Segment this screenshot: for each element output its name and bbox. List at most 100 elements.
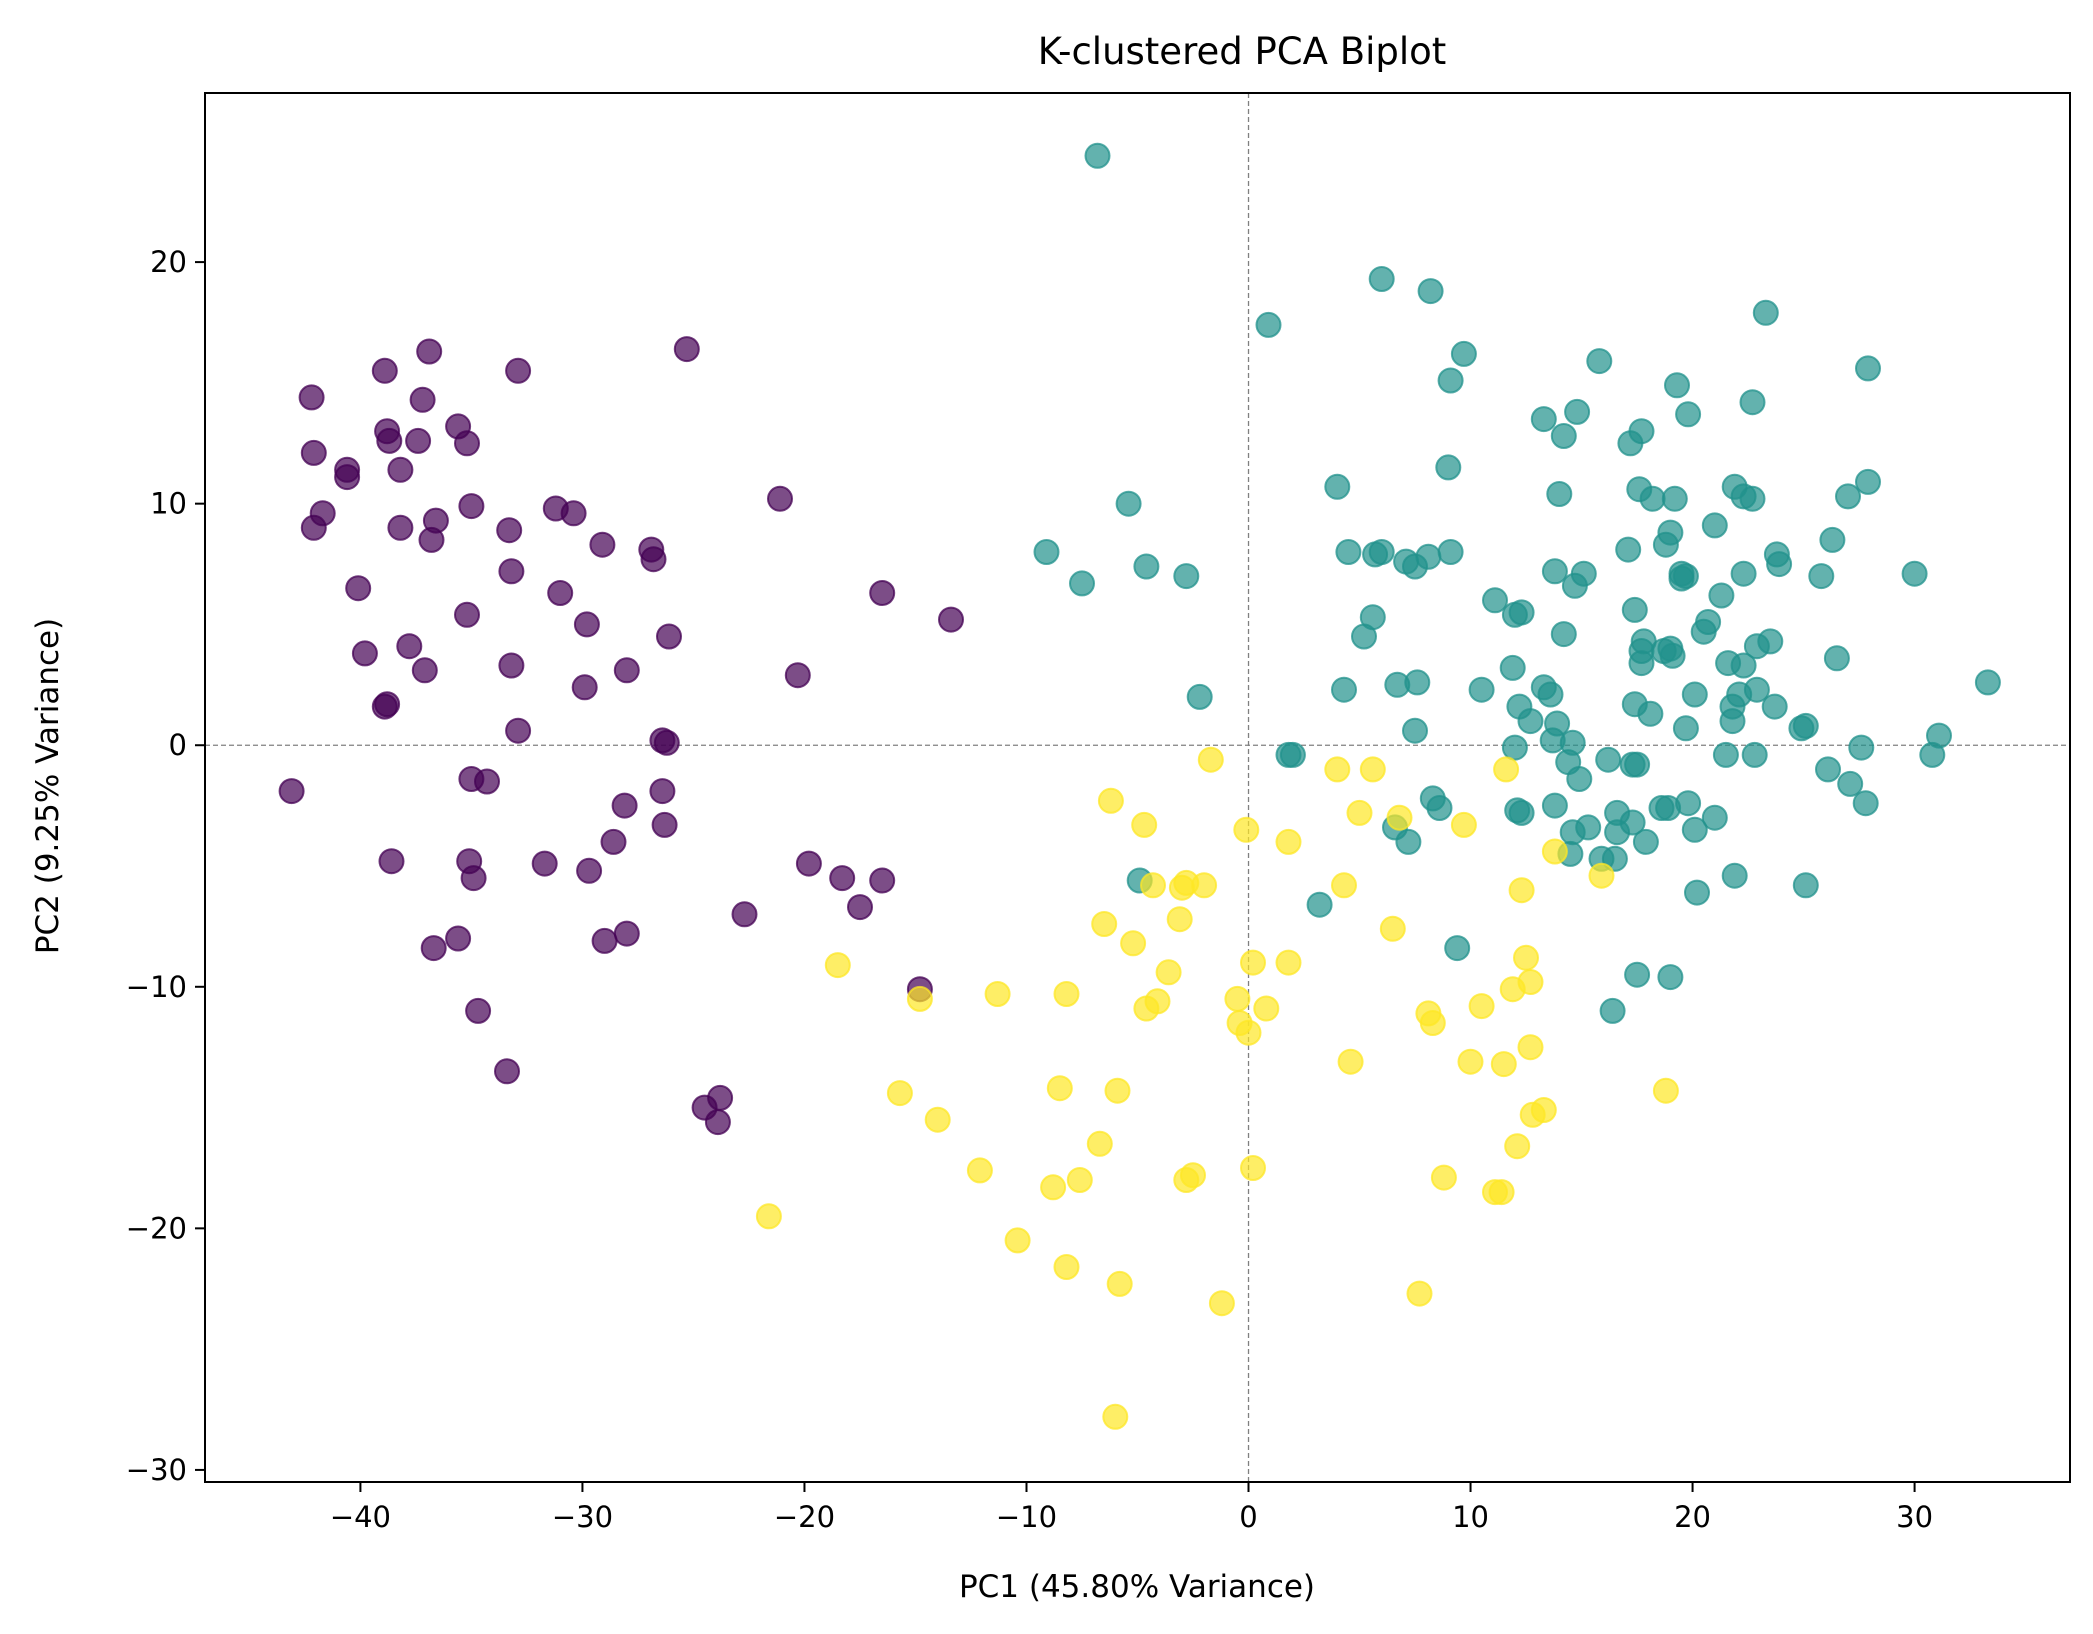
data-point	[1324, 756, 1351, 783]
data-point	[445, 925, 472, 952]
data-point	[1255, 311, 1282, 338]
data-point	[1926, 722, 1952, 749]
data-point	[454, 430, 480, 457]
data-point	[1546, 481, 1573, 507]
data-point	[1140, 872, 1166, 899]
data-point	[1504, 1133, 1531, 1160]
data-point	[1104, 1077, 1131, 1104]
data-point	[938, 606, 964, 633]
data-point	[560, 500, 587, 527]
y-tick-label: 20	[150, 245, 187, 279]
data-point	[1599, 997, 1626, 1024]
data-point	[1457, 1048, 1484, 1075]
data-point	[1621, 596, 1648, 623]
data-point	[1619, 809, 1646, 836]
data-point	[1331, 676, 1357, 703]
data-point	[422, 507, 449, 534]
data-point	[1684, 879, 1710, 906]
data-point	[1240, 1155, 1266, 1181]
data-point	[1417, 278, 1444, 305]
data-point	[591, 927, 618, 954]
data-point	[278, 778, 305, 805]
y-tick-label: 10	[150, 487, 187, 521]
y-axis-label: PC2 (9.25% Variance)	[30, 618, 66, 954]
chart-title: K-clustered PCA Biplot	[1038, 30, 1447, 73]
data-point	[376, 427, 403, 454]
data-point	[1275, 949, 1302, 976]
data-point	[571, 674, 598, 701]
x-tick-label: −30	[552, 1500, 613, 1534]
data-point	[374, 691, 401, 718]
data-point	[1564, 398, 1591, 425]
data-point	[1499, 654, 1526, 681]
data-point	[1595, 746, 1622, 773]
data-point	[309, 500, 336, 527]
data-point	[1069, 570, 1095, 597]
data-point	[1437, 539, 1464, 565]
data-point	[1379, 915, 1406, 942]
data-point	[1695, 609, 1722, 635]
data-point	[387, 456, 414, 483]
data-point	[1848, 734, 1875, 761]
data-point	[1615, 536, 1642, 563]
data-point	[1550, 621, 1577, 648]
data-point	[1741, 741, 1768, 768]
data-point	[886, 1080, 913, 1107]
data-point	[1664, 372, 1690, 399]
data-point	[1133, 553, 1160, 580]
data-point	[1359, 756, 1386, 783]
data-point	[1508, 799, 1535, 826]
data-point	[1901, 560, 1928, 587]
data-point	[1517, 969, 1544, 995]
data-point	[1066, 1167, 1093, 1193]
x-axis-ticks: −40 −30 −20 −10 0 10 20 30	[330, 1482, 1933, 1534]
data-point	[1628, 650, 1655, 677]
data-point	[1757, 628, 1784, 655]
plot-area	[205, 93, 2070, 1482]
data-point	[1224, 985, 1251, 1012]
data-point	[613, 657, 640, 684]
data-point	[420, 935, 447, 962]
cluster-3-points	[755, 746, 1679, 1430]
data-point	[1191, 872, 1218, 899]
data-point	[1444, 935, 1471, 962]
data-point	[1530, 1097, 1557, 1123]
data-point	[576, 857, 603, 884]
data-point	[1402, 717, 1428, 744]
data-point	[1155, 959, 1182, 986]
data-point	[1468, 993, 1495, 1020]
y-tick-label: 0	[169, 728, 187, 762]
data-point	[1437, 367, 1464, 394]
data-point	[1588, 862, 1615, 889]
data-point	[1233, 816, 1260, 843]
data-point	[1337, 1048, 1364, 1075]
data-point	[1657, 519, 1684, 546]
data-point	[498, 652, 525, 679]
cluster-1-points	[278, 336, 964, 1136]
data-point	[1053, 981, 1080, 1007]
data-point	[1490, 1051, 1517, 1078]
data-point	[334, 464, 361, 491]
data-point	[829, 865, 856, 892]
data-point	[1488, 1179, 1515, 1206]
data-point	[1628, 418, 1655, 445]
data-point	[1675, 790, 1702, 817]
data-point	[351, 640, 378, 667]
data-point	[1501, 734, 1528, 761]
data-point	[1701, 804, 1728, 831]
data-point	[496, 517, 523, 544]
data-point	[1586, 348, 1613, 375]
data-point	[494, 1058, 520, 1085]
data-point	[505, 717, 532, 744]
data-point	[1508, 599, 1535, 626]
data-point	[1186, 683, 1213, 710]
data-point	[1837, 770, 1864, 797]
data-point	[1091, 911, 1118, 937]
data-point	[1730, 560, 1757, 587]
data-point	[1743, 676, 1770, 703]
y-tick-label: −20	[126, 1211, 187, 1245]
data-point	[1404, 669, 1431, 696]
data-point	[1430, 1164, 1457, 1191]
data-point	[1541, 792, 1568, 819]
data-point	[1550, 423, 1577, 449]
